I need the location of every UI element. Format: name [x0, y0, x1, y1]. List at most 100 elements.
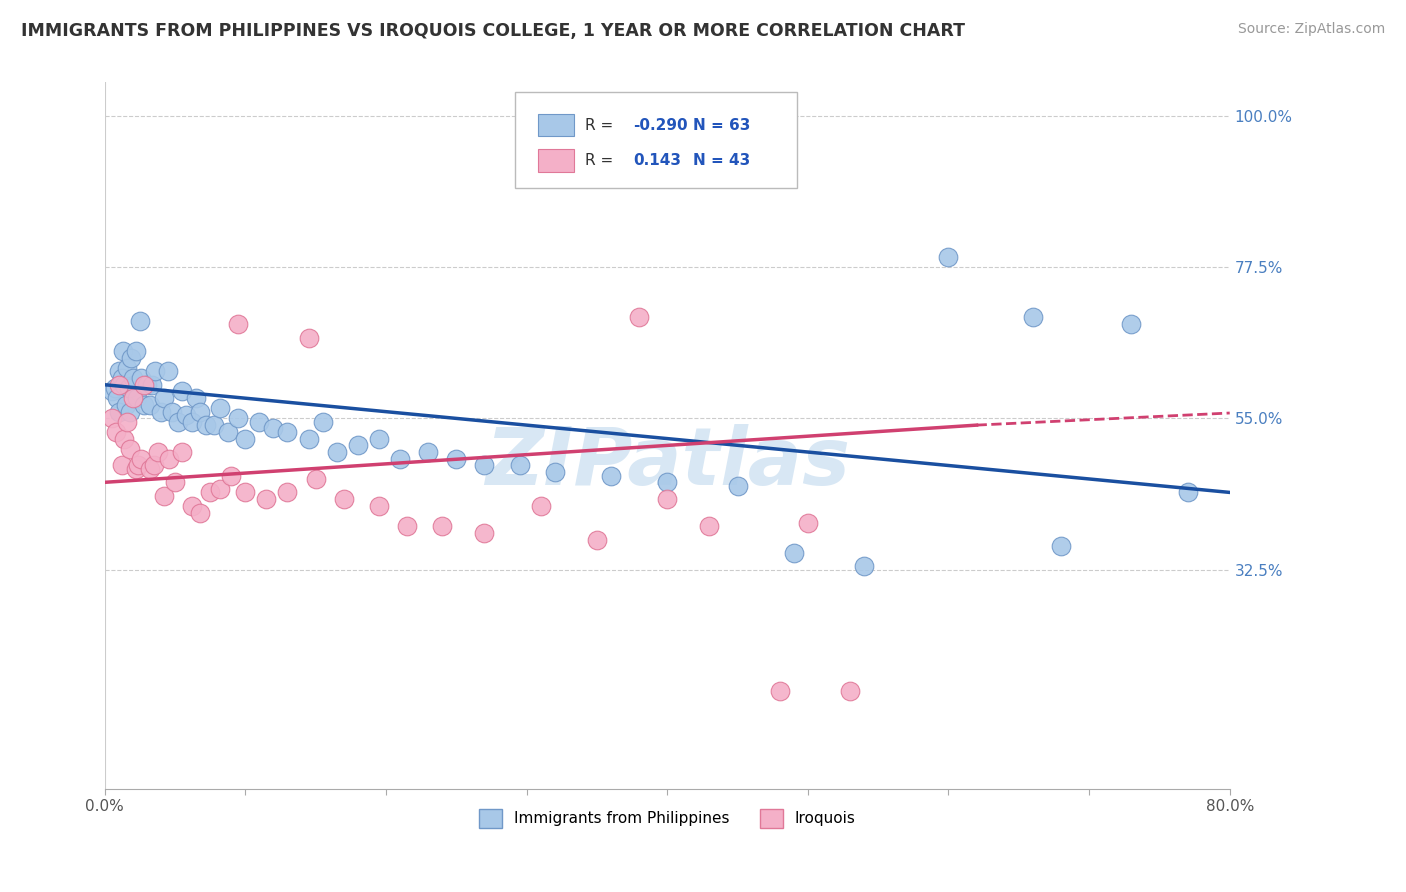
Point	[100, 411, 122, 425]
Point	[233, 485, 256, 500]
Point	[311, 415, 333, 429]
Point	[107, 364, 129, 378]
Text: Source: ZipAtlas.com: Source: ZipAtlas.com	[1237, 22, 1385, 37]
Point	[208, 401, 231, 416]
FancyBboxPatch shape	[538, 149, 574, 171]
Point	[853, 559, 876, 574]
Point	[180, 499, 202, 513]
Point	[104, 425, 127, 439]
Point	[105, 391, 128, 405]
Point	[110, 458, 132, 473]
Point	[198, 485, 221, 500]
Point	[143, 364, 166, 378]
Point	[142, 458, 165, 473]
Point	[112, 432, 135, 446]
Point	[156, 364, 179, 378]
Point	[115, 360, 138, 375]
Point	[115, 415, 138, 429]
Text: N = 43: N = 43	[693, 153, 751, 168]
Point	[180, 415, 202, 429]
Point	[118, 442, 141, 456]
Point	[100, 384, 122, 399]
Point	[262, 421, 284, 435]
Point	[395, 519, 418, 533]
Point	[128, 314, 150, 328]
Point	[839, 684, 862, 698]
Point	[1022, 310, 1045, 325]
Text: 0.143: 0.143	[634, 153, 682, 168]
Point	[141, 377, 163, 392]
Point	[297, 331, 319, 345]
Point	[103, 381, 125, 395]
Point	[446, 451, 468, 466]
Point	[194, 418, 217, 433]
Point	[628, 310, 651, 325]
Point	[152, 391, 174, 405]
Text: R =: R =	[585, 118, 613, 133]
Point	[346, 438, 368, 452]
Text: -0.290: -0.290	[634, 118, 688, 133]
Text: R =: R =	[585, 153, 613, 168]
Point	[125, 391, 148, 405]
Point	[138, 398, 160, 412]
Point	[157, 451, 180, 466]
Point	[474, 525, 496, 540]
Point	[217, 425, 239, 439]
Point	[188, 405, 211, 419]
Point	[509, 458, 531, 473]
Point	[121, 391, 143, 405]
Point	[276, 485, 298, 500]
Point	[304, 472, 326, 486]
Point	[276, 425, 298, 439]
Point	[135, 377, 157, 392]
FancyBboxPatch shape	[538, 113, 574, 136]
Point	[163, 475, 186, 490]
Point	[111, 344, 134, 359]
Point	[254, 492, 277, 507]
Text: IMMIGRANTS FROM PHILIPPINES VS IROQUOIS COLLEGE, 1 YEAR OR MORE CORRELATION CHAR: IMMIGRANTS FROM PHILIPPINES VS IROQUOIS …	[21, 22, 965, 40]
Point	[297, 432, 319, 446]
Point	[124, 344, 146, 359]
Point	[332, 492, 354, 507]
Point	[146, 445, 169, 459]
Point	[586, 533, 609, 547]
Point	[149, 405, 172, 419]
Point	[1050, 539, 1073, 553]
Point	[117, 381, 139, 395]
Point	[184, 391, 207, 405]
Point	[727, 478, 749, 492]
FancyBboxPatch shape	[516, 93, 797, 188]
Point	[166, 415, 188, 429]
Point	[1177, 485, 1199, 500]
Legend: Immigrants from Philippines, Iroquois: Immigrants from Philippines, Iroquois	[472, 803, 862, 834]
Point	[233, 432, 256, 446]
Point	[170, 445, 193, 459]
Point	[120, 351, 142, 365]
Point	[938, 250, 960, 264]
Point	[769, 684, 792, 698]
Point	[132, 398, 155, 412]
Point	[1121, 317, 1143, 331]
Point	[367, 432, 389, 446]
Point	[121, 371, 143, 385]
Point	[188, 506, 211, 520]
Text: N = 63: N = 63	[693, 118, 751, 133]
Point	[367, 499, 389, 513]
Point	[657, 475, 679, 490]
Point	[170, 384, 193, 399]
Point	[530, 499, 553, 513]
Text: ZIPatlas: ZIPatlas	[485, 425, 849, 502]
Point	[107, 405, 129, 419]
Point	[129, 451, 152, 466]
Point	[202, 418, 225, 433]
Point	[783, 546, 806, 560]
Point	[657, 492, 679, 507]
Point	[129, 371, 152, 385]
Point	[160, 405, 183, 419]
Point	[474, 458, 496, 473]
Point	[124, 462, 146, 476]
Point	[699, 519, 721, 533]
Point	[226, 317, 249, 331]
Point	[127, 458, 149, 473]
Point	[138, 462, 160, 476]
